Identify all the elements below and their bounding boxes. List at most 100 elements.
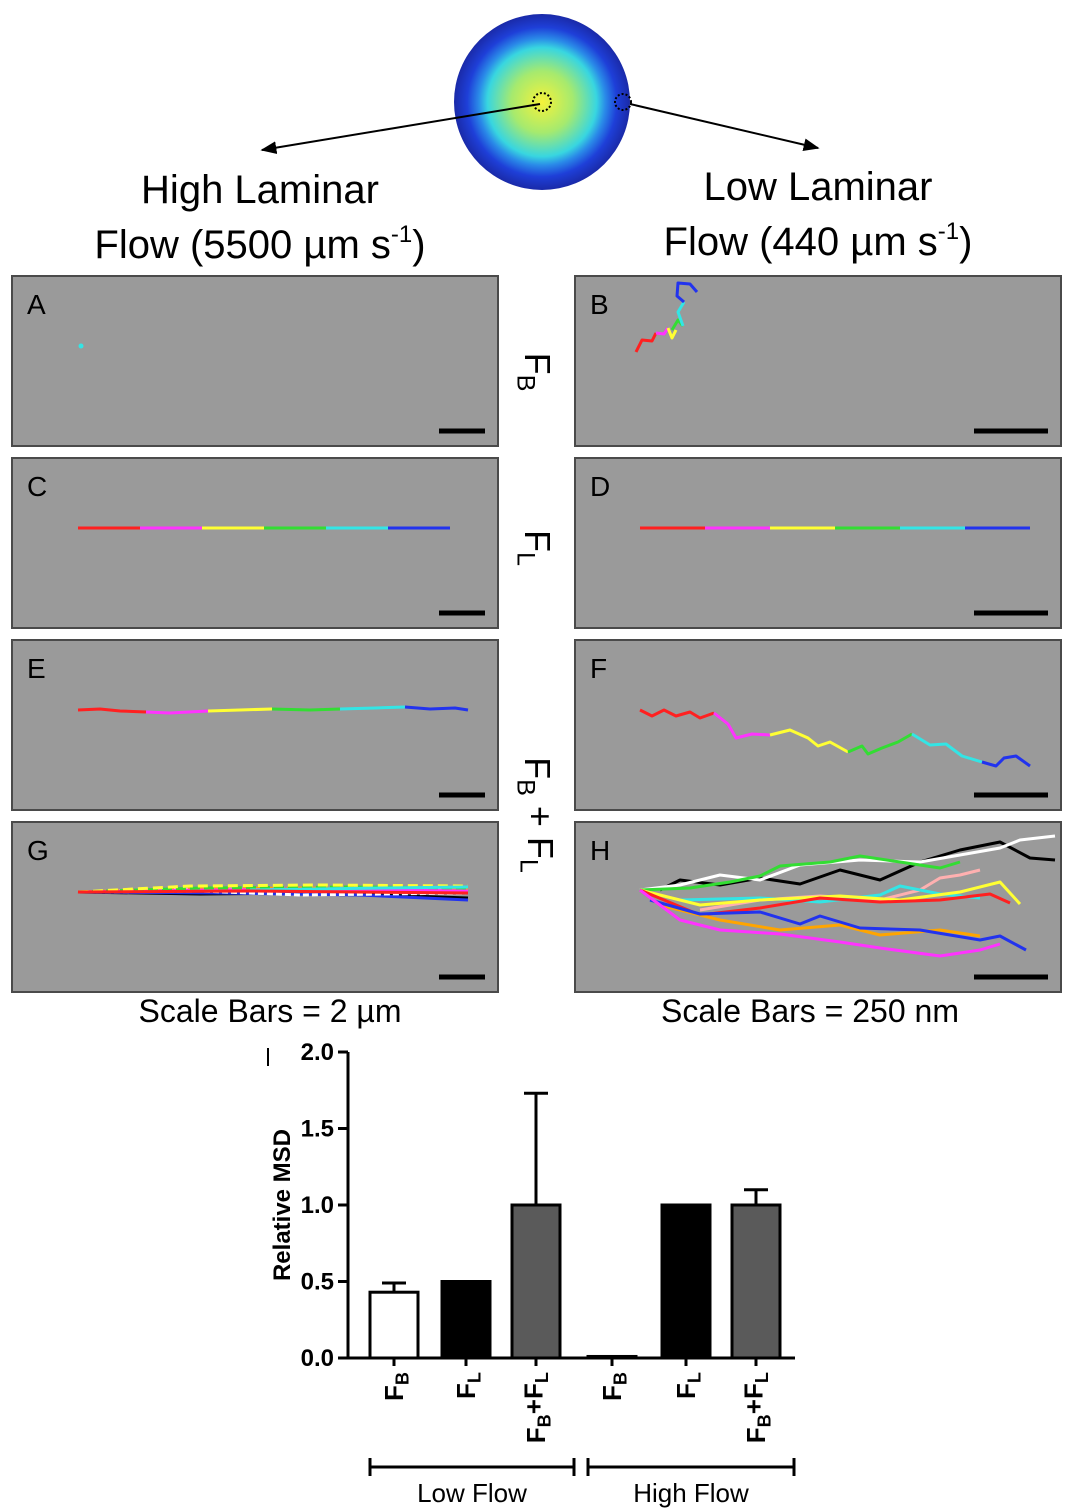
track xyxy=(655,327,670,336)
label-part: B xyxy=(392,1372,412,1385)
track xyxy=(339,705,406,711)
heading-left-line1: High Laminar xyxy=(141,168,379,212)
bar xyxy=(586,1354,638,1360)
label-part: F xyxy=(521,1427,551,1443)
heading-text: ) xyxy=(959,220,972,264)
y-tick-label: 1.5 xyxy=(301,1116,334,1143)
label-part: F xyxy=(741,1427,771,1443)
label-part: F xyxy=(520,837,561,859)
side-label: FB xyxy=(511,353,558,392)
bar xyxy=(510,1203,562,1360)
label-part: F xyxy=(739,1383,769,1399)
y-axis-label: Relative MSD xyxy=(269,1129,296,1281)
heading-right-line2: Flow (440 µm s-1) xyxy=(664,218,973,264)
bar xyxy=(440,1280,492,1360)
x-tick-label: FB+FL xyxy=(519,1372,555,1443)
group-label: High Flow xyxy=(633,1478,749,1508)
panel xyxy=(11,457,499,629)
label-part: B xyxy=(511,375,539,392)
x-tick-label: FL xyxy=(451,1372,484,1399)
side-label: FL xyxy=(511,530,558,566)
label-part: L xyxy=(532,1372,552,1383)
group-label: Low Flow xyxy=(417,1478,527,1508)
track xyxy=(404,705,469,712)
vessel-cross-section xyxy=(454,14,630,190)
track xyxy=(847,732,913,756)
label-part: + xyxy=(739,1399,769,1414)
scale-caption-left: Scale Bars = 2 µm xyxy=(139,993,402,1029)
track-bundle xyxy=(77,883,469,902)
y-tick-label: 0.5 xyxy=(301,1269,334,1296)
track xyxy=(981,754,1031,768)
panel-letter: H xyxy=(590,835,610,866)
track xyxy=(911,732,983,764)
panel-letter: C xyxy=(27,471,47,502)
track xyxy=(769,728,849,754)
panel-letter: F xyxy=(590,653,607,684)
x-tick-label: FB+FL xyxy=(739,1372,775,1443)
track xyxy=(77,707,147,714)
label-part: F xyxy=(517,353,558,375)
heading-left-line2: Flow (5500 µm s-1) xyxy=(94,221,425,267)
label-part: B xyxy=(610,1372,630,1385)
bar-chart: Relative MSD 0.00.51.01.52.0FBFLFB+FLFBF… xyxy=(267,1039,796,1508)
label-part xyxy=(520,827,561,837)
x-tick-label: FL xyxy=(671,1372,704,1399)
bar xyxy=(368,1290,420,1360)
label-part: F xyxy=(379,1385,409,1401)
superscript: -1 xyxy=(938,218,959,245)
track xyxy=(639,708,715,720)
panel-letter: G xyxy=(27,835,49,866)
panel xyxy=(574,639,1062,811)
label-part: L xyxy=(752,1372,772,1383)
heading-text: Flow (5500 µm s xyxy=(94,223,390,267)
panel xyxy=(11,821,499,993)
y-tick-label: 2.0 xyxy=(301,1039,334,1066)
label-part: L xyxy=(684,1372,704,1383)
track-bundle xyxy=(639,834,1056,958)
panel-letter: B xyxy=(590,289,609,320)
track xyxy=(207,707,273,713)
panel xyxy=(11,275,499,447)
label-part: L xyxy=(464,1372,484,1383)
scale-caption-right: Scale Bars = 250 nm xyxy=(661,993,959,1029)
label-part xyxy=(520,796,561,806)
edge-region xyxy=(614,93,632,111)
track xyxy=(78,343,84,349)
track xyxy=(666,327,678,340)
track xyxy=(145,709,209,715)
y-tick-label: 1.0 xyxy=(301,1192,334,1219)
panel xyxy=(574,457,1062,629)
center-region xyxy=(532,92,552,112)
label-part: B xyxy=(754,1414,774,1427)
track xyxy=(713,711,771,740)
panel-letter: D xyxy=(590,471,610,502)
x-tick-label: FB xyxy=(597,1372,630,1401)
track xyxy=(676,301,686,327)
label-part: F xyxy=(451,1383,481,1399)
label-part: B xyxy=(511,779,539,796)
panel-letter: A xyxy=(27,289,46,320)
panel xyxy=(11,639,499,811)
label-part: F xyxy=(517,530,558,552)
arrow-right xyxy=(629,103,820,151)
panel-letter: E xyxy=(27,653,46,684)
track xyxy=(271,707,341,712)
superscript: -1 xyxy=(391,221,412,248)
x-tick-label: FB xyxy=(379,1372,412,1401)
bar xyxy=(660,1203,712,1360)
arrow-left xyxy=(260,103,541,154)
label-part: + xyxy=(520,806,561,827)
track xyxy=(675,281,699,304)
side-label: FB + FL xyxy=(511,757,561,873)
heading-text: Flow (440 µm s xyxy=(664,220,938,264)
panel xyxy=(574,275,1062,447)
flow-diagram xyxy=(260,14,820,190)
panel xyxy=(574,821,1062,993)
label-part: B xyxy=(534,1414,554,1427)
label-part: F xyxy=(517,757,558,779)
bar xyxy=(730,1203,782,1360)
tracks xyxy=(77,281,1056,958)
